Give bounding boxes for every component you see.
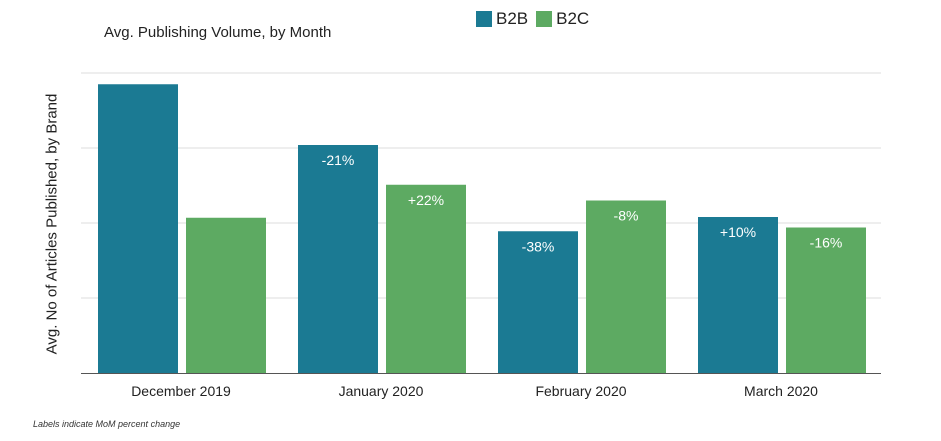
x-tick-label: January 2020 (339, 383, 424, 399)
data-labels: -21% +22% -38% -8% +10% -16% (322, 152, 843, 254)
bar-b2c-0 (186, 217, 266, 373)
bar-b2b-0 (98, 84, 178, 373)
x-tick-labels: December 2019 January 2020 February 2020 Ma… (131, 383, 818, 399)
footnote: Labels indicate MoM percent change (33, 419, 181, 429)
bars (98, 84, 866, 373)
data-label-b2b-1: -21% (322, 152, 355, 168)
x-tick-label: February 2020 (535, 383, 626, 399)
x-tick-label: March 2020 (744, 383, 818, 399)
legend-label-b2c: B2C (556, 9, 590, 28)
legend-label-b2b: B2B (496, 9, 529, 28)
legend-swatch-b2b (476, 11, 492, 27)
chart-title: Avg. Publishing Volume, by Month (104, 24, 332, 41)
bar-b2c-1 (386, 184, 466, 373)
data-label-b2b-3: +10% (720, 224, 756, 240)
data-label-b2b-2: -38% (522, 238, 555, 254)
bar-b2b-3 (698, 217, 778, 373)
data-label-b2c-3: -16% (810, 235, 843, 251)
bar-b2b-1 (298, 145, 378, 373)
legend-item-b2b: B2B (476, 9, 528, 29)
legend-swatch-b2c (536, 11, 553, 27)
bar-b2b-2 (498, 231, 578, 373)
data-label-b2c-2: -8% (614, 208, 639, 224)
data-label-b2c-1: +22% (408, 192, 444, 208)
y-axis-label: Avg. No of Articles Published, by Brand (43, 93, 61, 355)
bar-b2c-2 (586, 200, 666, 373)
legend: B2B B2C (476, 9, 589, 29)
x-tick-label: December 2019 (131, 383, 231, 399)
legend-item-b2c: B2C (536, 9, 589, 29)
bar-b2c-3 (786, 227, 866, 373)
